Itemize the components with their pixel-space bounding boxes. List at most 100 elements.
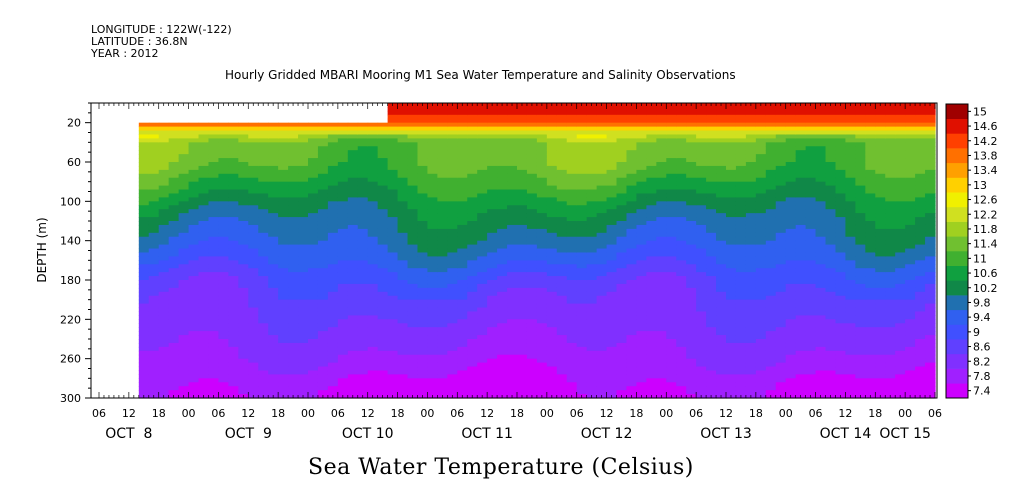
heatmap-cell (198, 276, 210, 281)
heatmap-cell (268, 362, 279, 368)
heatmap-cell (168, 146, 180, 151)
heatmap-cell (278, 252, 289, 257)
heatmap-cell (616, 209, 628, 214)
heatmap-cell (308, 256, 319, 261)
heatmap-cell (755, 244, 767, 250)
heatmap-cell (198, 346, 210, 352)
heatmap-cell (138, 201, 150, 206)
heatmap-cell (556, 390, 568, 395)
heatmap-cell (755, 130, 767, 136)
heatmap-cell (566, 197, 578, 202)
heatmap-cell (308, 295, 319, 301)
heatmap-cell (696, 311, 707, 316)
heatmap-cell (636, 228, 647, 234)
heatmap-cell (586, 228, 598, 234)
heatmap-cell (785, 378, 797, 383)
heatmap-cell (248, 146, 259, 151)
heatmap-cell (417, 146, 429, 151)
heatmap-cell (377, 386, 389, 391)
heatmap-cell (745, 283, 757, 289)
heatmap-cell (467, 311, 478, 316)
heatmap-cell (377, 130, 389, 136)
heatmap-cell (427, 158, 438, 163)
heatmap-cell (228, 209, 239, 214)
heatmap-cell (656, 268, 667, 273)
heatmap-cell (706, 287, 717, 293)
heatmap-cell (596, 126, 608, 132)
heatmap-cell (566, 189, 578, 195)
heatmap-cell (447, 158, 458, 163)
heatmap-cell (278, 193, 289, 198)
heatmap-cell (566, 252, 578, 257)
heatmap-cell (138, 169, 150, 175)
heatmap-cell (248, 370, 259, 375)
heatmap-cell (785, 193, 797, 198)
heatmap-cell (735, 126, 747, 132)
heatmap-cell (745, 307, 757, 313)
heatmap-cell (467, 150, 478, 155)
heatmap-cell (487, 205, 498, 210)
heatmap-cell (467, 165, 478, 171)
heatmap-cell (387, 205, 399, 210)
heatmap-cell (556, 252, 568, 257)
heatmap-cell (228, 295, 239, 301)
heatmap-cell (775, 114, 787, 120)
heatmap-cell (457, 303, 468, 309)
heatmap-cell (347, 224, 359, 230)
heatmap-cell (447, 264, 458, 269)
heatmap-cell (327, 134, 339, 139)
heatmap-cell (716, 165, 727, 171)
heatmap-cell (477, 264, 488, 269)
heatmap-cell (666, 276, 677, 281)
heatmap-cell (576, 362, 588, 368)
heatmap-cell (347, 162, 359, 167)
heatmap-cell (745, 118, 757, 124)
heatmap-cell (188, 331, 200, 336)
heatmap-cell (507, 224, 518, 230)
heatmap-cell (666, 118, 677, 124)
heatmap-cell (716, 276, 727, 281)
heatmap-cell (347, 146, 359, 151)
heatmap-cell (775, 213, 787, 218)
heatmap-cell (278, 390, 289, 395)
heatmap-cell (556, 295, 568, 301)
heatmap-cell (467, 114, 478, 120)
heatmap-cell (785, 244, 797, 250)
heatmap-cell (367, 252, 379, 257)
heatmap-cell (616, 177, 628, 183)
heatmap-cell (676, 272, 687, 277)
heatmap-cell (487, 386, 498, 391)
heatmap-cell (517, 311, 528, 316)
heatmap-cell (148, 248, 160, 254)
heatmap-cell (248, 213, 259, 218)
heatmap-cell (765, 362, 777, 368)
heatmap-cell (785, 303, 797, 309)
heatmap-cell (706, 169, 717, 175)
heatmap-cell (367, 209, 379, 214)
heatmap-cell (258, 335, 269, 340)
heatmap-cell (258, 228, 269, 234)
heatmap-cell (656, 315, 667, 320)
heatmap-cell (308, 244, 319, 250)
heatmap-cell (138, 126, 150, 132)
heatmap-cell (178, 240, 190, 246)
heatmap-cell (735, 390, 747, 395)
heatmap-cell (775, 252, 787, 257)
heatmap-cell (686, 264, 697, 269)
heatmap-cell (596, 244, 608, 250)
heatmap-cell (437, 134, 448, 139)
heatmap-cell (248, 291, 259, 297)
heatmap-cell (317, 390, 329, 395)
heatmap-cell (596, 390, 608, 395)
heatmap-cell (278, 256, 289, 261)
heatmap-cell (407, 264, 419, 269)
heatmap-cell (696, 146, 707, 151)
heatmap-cell (357, 303, 369, 309)
heatmap-cell (666, 287, 677, 293)
heatmap-cell (626, 209, 638, 214)
heatmap-cell (596, 283, 608, 289)
heatmap-cell (706, 122, 717, 128)
heatmap-cell (696, 272, 707, 277)
heatmap-cell (556, 165, 568, 171)
heatmap-cell (726, 252, 737, 257)
